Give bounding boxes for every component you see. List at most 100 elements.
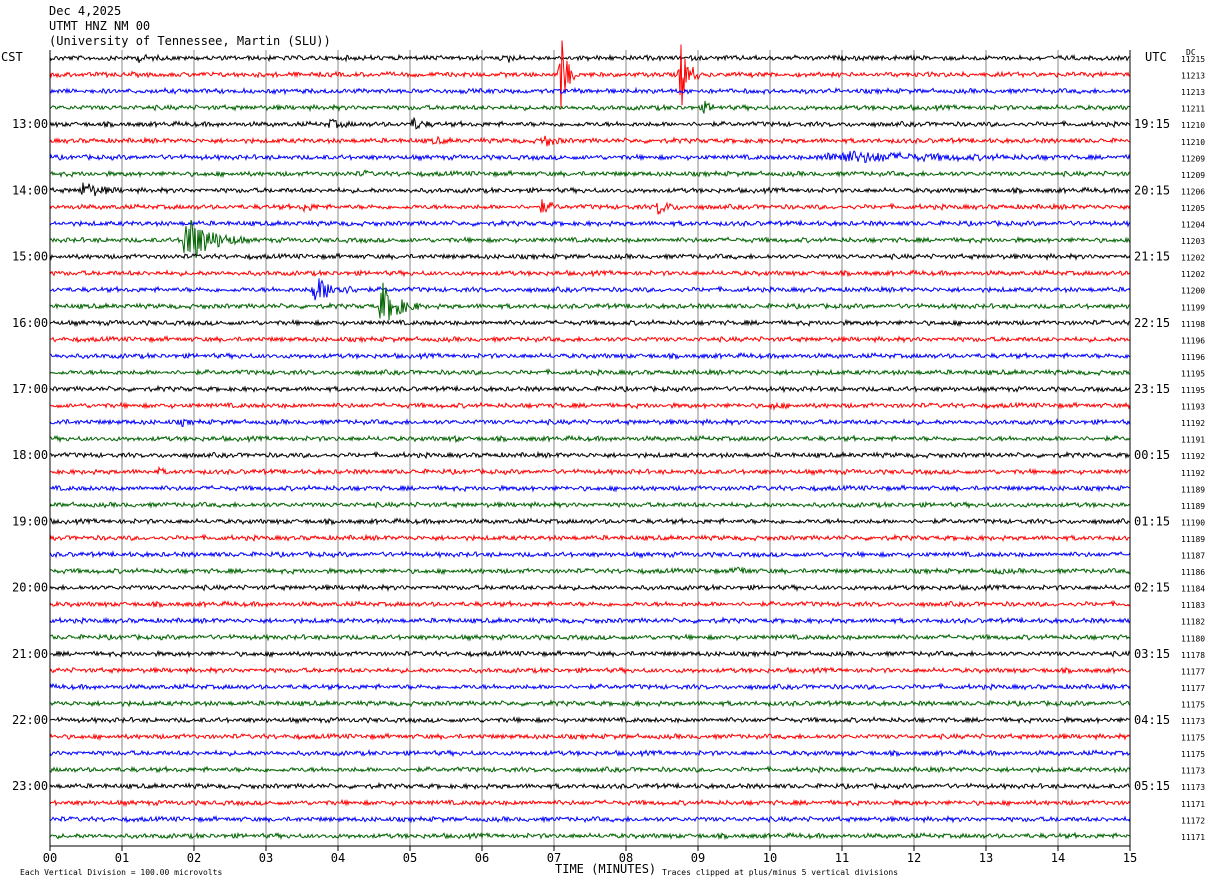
scale-note: Each Vertical Division = 100.00 microvol… [20, 868, 223, 877]
dc-value: 11173 [1181, 717, 1205, 726]
x-tick-label: 10 [763, 851, 777, 865]
x-tick-label: 03 [259, 851, 273, 865]
x-tick-label: 05 [403, 851, 417, 865]
trace-line [49, 715, 1131, 725]
trace-line [49, 583, 1131, 593]
utc-hour-label: 03:15 [1134, 647, 1170, 661]
x-tick-label: 02 [187, 851, 201, 865]
dc-value: 11206 [1181, 187, 1205, 196]
dc-value: 11183 [1181, 601, 1205, 610]
dc-value: 11195 [1181, 369, 1205, 378]
trace-line [49, 484, 1131, 493]
trace-line [49, 182, 1131, 197]
dc-value: 11200 [1181, 287, 1205, 296]
utc-hour-label: 22:15 [1134, 316, 1170, 330]
utc-hour-label: 05:15 [1134, 779, 1170, 793]
date-label: Dec 4,2025 [49, 4, 122, 18]
trace-line [49, 219, 1131, 259]
dc-value: 11175 [1181, 700, 1205, 709]
utc-hour-label: 20:15 [1134, 183, 1170, 197]
utc-hour-label: 04:15 [1134, 713, 1170, 727]
cst-hour-label: 14:00 [12, 183, 48, 197]
trace-line [49, 533, 1130, 543]
dc-value: 11187 [1181, 552, 1205, 561]
trace-line [49, 517, 1131, 526]
x-tick-label: 13 [979, 851, 993, 865]
trace-line [49, 633, 1131, 642]
trace-line [49, 550, 1131, 559]
dc-value: 11189 [1181, 502, 1205, 511]
trace-line [49, 781, 1131, 791]
x-tick-label: 15 [1123, 851, 1137, 865]
trace-line [49, 252, 1131, 262]
trace-line [49, 599, 1131, 609]
x-axis-ticks: 00 01 02 03 04 05 06 07 08 09 10 11 12 13 14 15 [43, 846, 1137, 865]
dc-value: 11198 [1181, 320, 1205, 329]
trace-line [49, 318, 1131, 328]
trace-line [49, 135, 1131, 147]
x-tick-label: 11 [835, 851, 849, 865]
trace-line [49, 500, 1131, 510]
dc-value: 11192 [1181, 452, 1205, 461]
cst-hour-label: 18:00 [12, 448, 48, 462]
dc-value: 11182 [1181, 618, 1205, 627]
dc-value: 11189 [1181, 485, 1205, 494]
trace-line [49, 649, 1131, 659]
trace-line [49, 815, 1131, 824]
dc-value: 11177 [1181, 684, 1205, 693]
cst-hour-label: 23:00 [12, 779, 48, 793]
dc-value: 11199 [1181, 303, 1205, 312]
dc-value: 11196 [1181, 336, 1205, 345]
seismogram-traces [49, 40, 1131, 841]
cst-hour-label: 13:00 [12, 117, 48, 131]
dc-value: 11196 [1181, 353, 1205, 362]
dc-value: 11171 [1181, 833, 1205, 842]
dc-value: 11195 [1181, 386, 1205, 395]
cst-hour-labels: 13:00 14:00 15:00 16:00 17:00 18:00 19:00 20:00… [12, 117, 48, 793]
trace-line [49, 384, 1131, 394]
dc-value: 11178 [1181, 651, 1205, 660]
dc-value: 11203 [1181, 237, 1205, 246]
dc-value: 11171 [1181, 800, 1205, 809]
dc-value: 11177 [1181, 667, 1205, 676]
trace-line [49, 732, 1131, 741]
trace-line [49, 150, 1131, 164]
trace-line [50, 465, 1131, 477]
utc-hour-labels: 19:15 20:15 21:15 22:15 23:15 00:15 01:15 02:15… [1134, 117, 1170, 793]
trace-line [49, 698, 1131, 708]
dc-value: 11213 [1181, 72, 1205, 81]
dc-value: 11209 [1181, 154, 1205, 163]
clip-note: Traces clipped at plus/minus 5 vertical … [662, 868, 899, 877]
trace-line [49, 117, 1131, 130]
dc-value: 11205 [1181, 204, 1205, 213]
dc-value: 11175 [1181, 750, 1205, 759]
dc-value-labels: 11215 11213 11213 11211 11210 11210 11209 11209… [1181, 55, 1205, 842]
x-tick-label: 14 [1051, 851, 1065, 865]
x-tick-label: 00 [43, 851, 57, 865]
cst-hour-label: 19:00 [12, 514, 48, 528]
utc-hour-label: 00:15 [1134, 448, 1170, 462]
station-label: UTMT HNZ NM 00 [49, 19, 151, 33]
trace-line [49, 278, 1131, 301]
cst-hour-label: 22:00 [12, 713, 48, 727]
right-timezone-label: UTC [1145, 50, 1167, 64]
dc-value: 11210 [1181, 121, 1205, 130]
dc-value: 11184 [1181, 585, 1205, 594]
dc-value: 11204 [1181, 221, 1205, 230]
dc-value: 11180 [1181, 634, 1205, 643]
network-label: (University of Tennessee, Martin (SLU)) [49, 34, 331, 48]
x-tick-label: 08 [619, 851, 633, 865]
utc-hour-label: 23:15 [1134, 382, 1170, 396]
trace-line [49, 40, 1131, 110]
utc-hour-label: 01:15 [1134, 514, 1170, 528]
cst-hour-label: 16:00 [12, 316, 48, 330]
dc-value: 11202 [1181, 254, 1205, 263]
dc-value: 11175 [1181, 734, 1205, 743]
dc-value: 11202 [1181, 270, 1205, 279]
dc-value: 11189 [1181, 535, 1205, 544]
trace-line [49, 450, 1131, 460]
x-tick-label: 12 [907, 851, 921, 865]
dc-value: 11186 [1181, 568, 1205, 577]
x-axis-title: TIME (MINUTES) [555, 862, 657, 876]
